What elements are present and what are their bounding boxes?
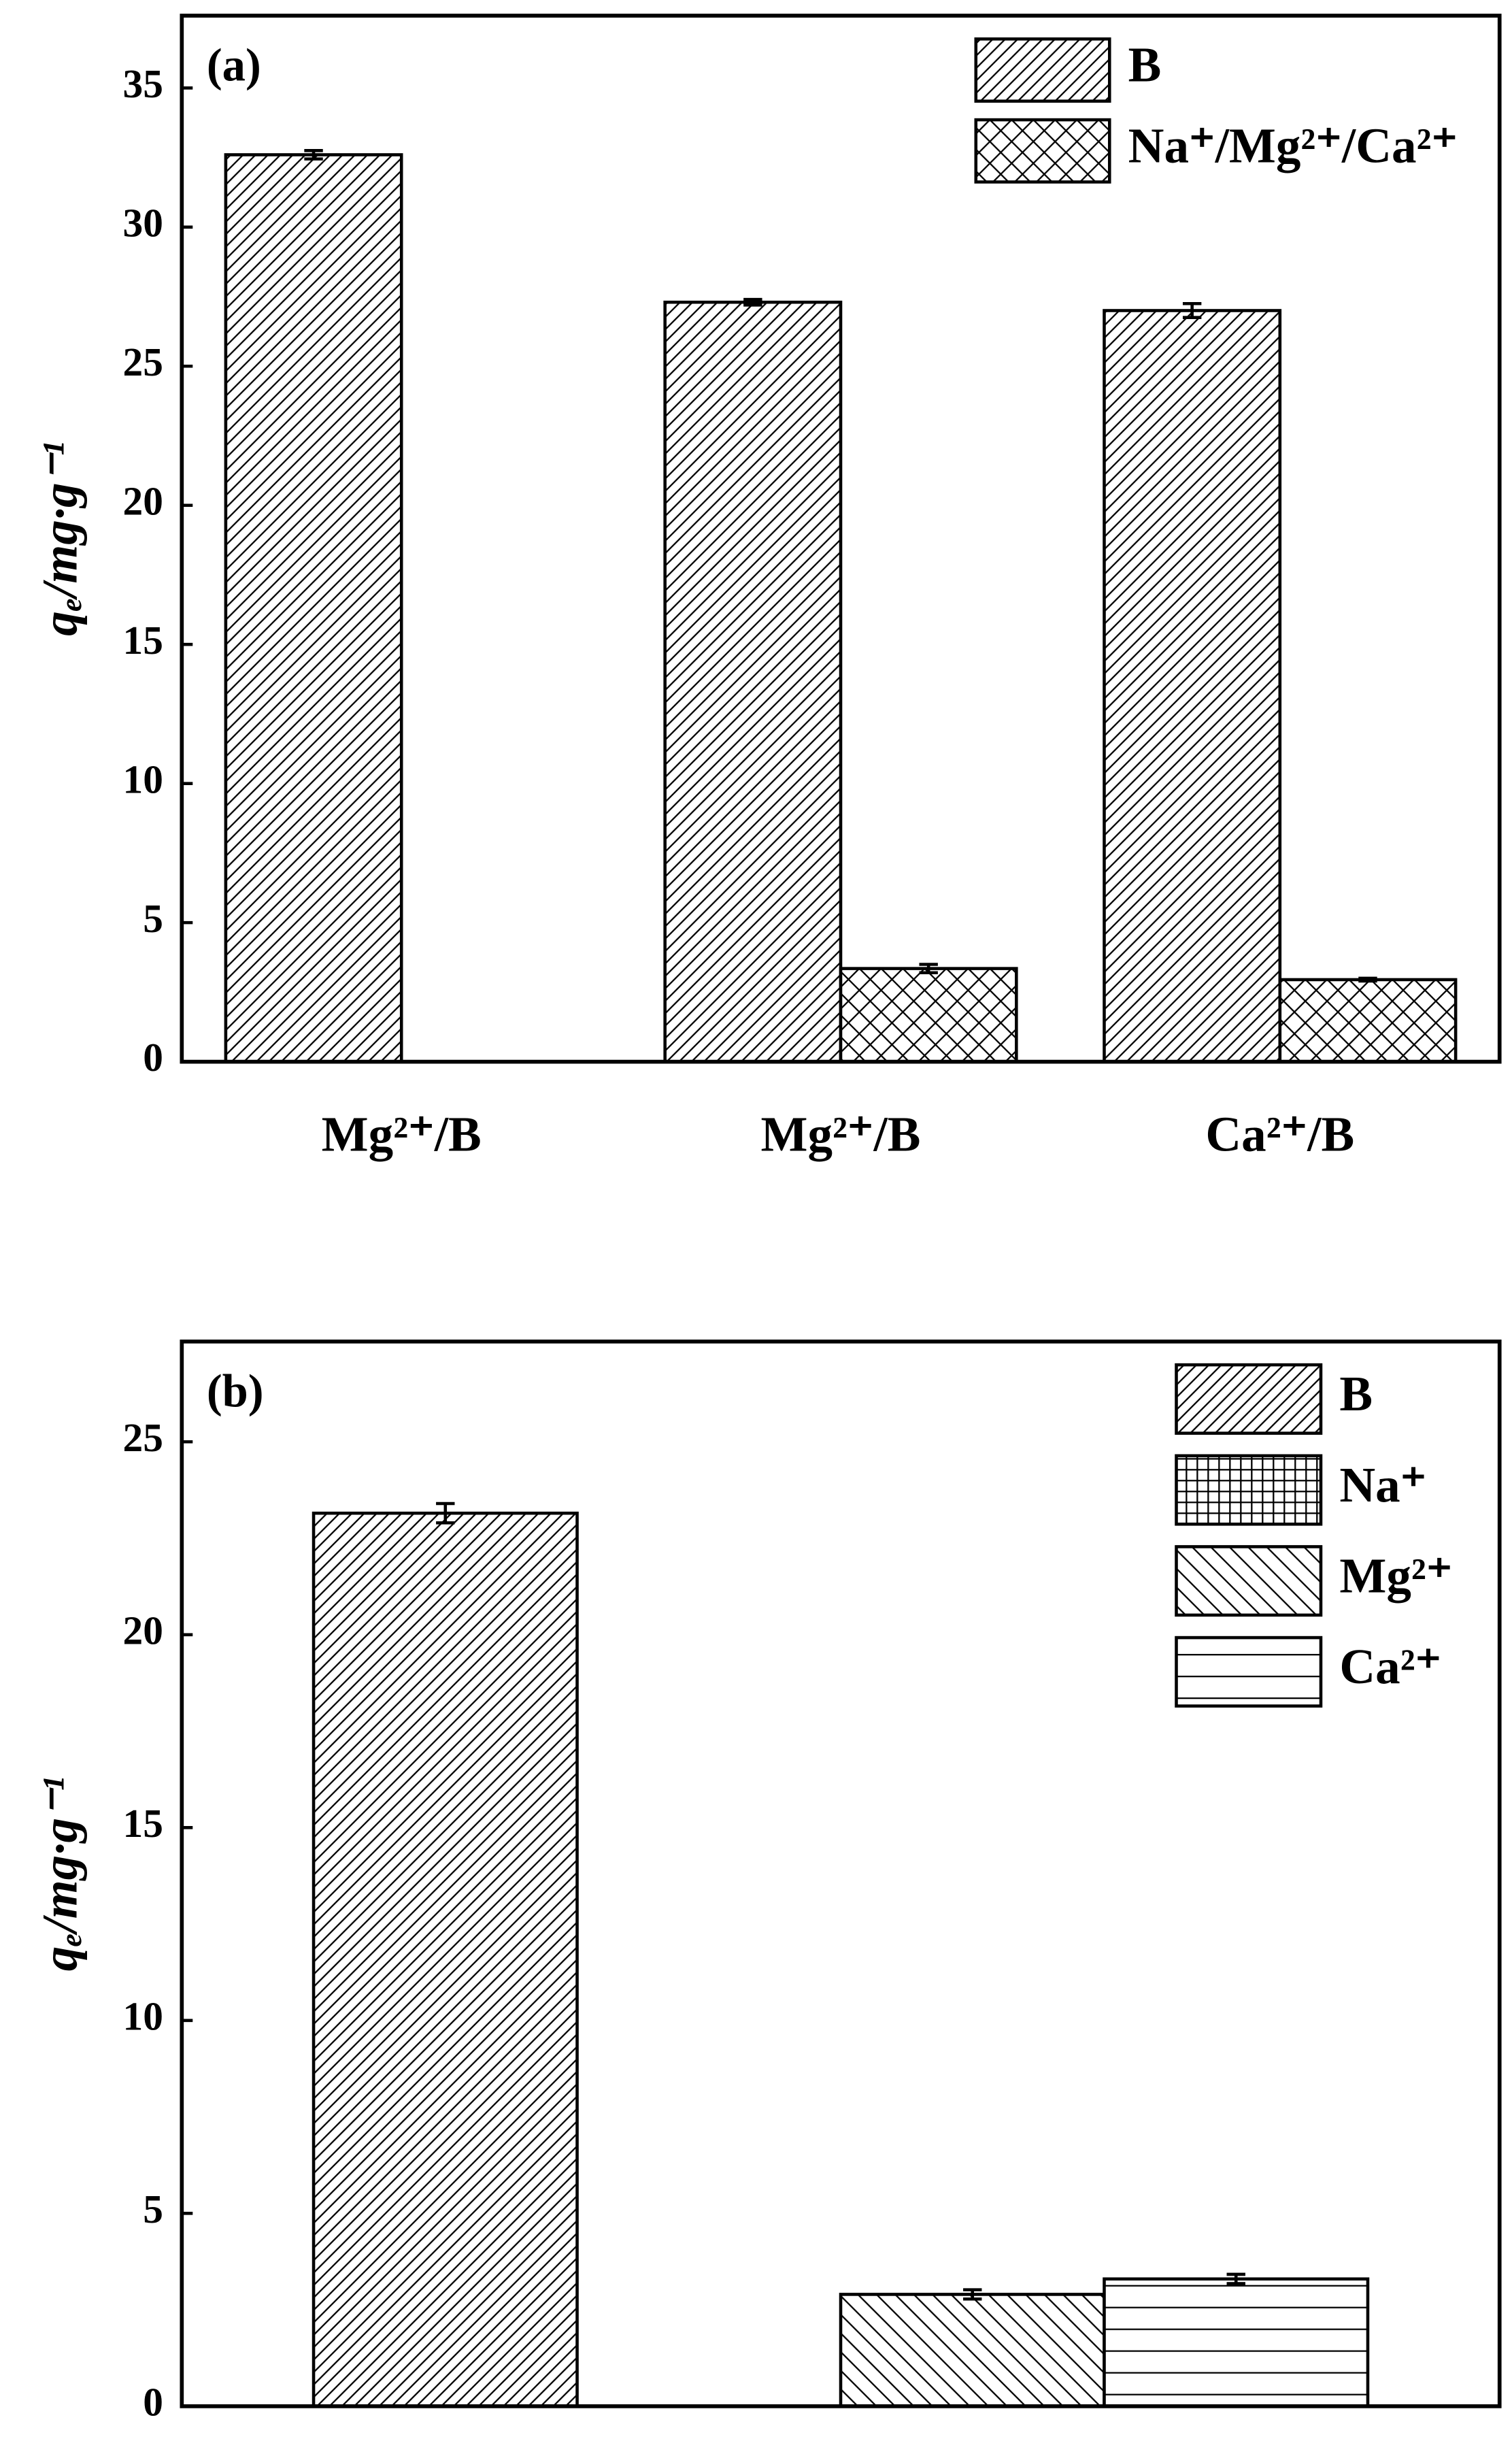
y-tick-label: 0: [143, 2379, 163, 2424]
y-tick-label: 30: [123, 200, 163, 245]
legend-swatch: [1175, 1636, 1323, 1708]
bar: [1103, 2277, 1370, 2408]
panel-label: (a): [207, 39, 261, 91]
plot-frame: [180, 1339, 1502, 2408]
legend-swatch: [974, 37, 1111, 103]
legend-swatch: [1175, 1363, 1323, 1435]
legend-label: Na⁺/Mg²⁺/Ca²⁺: [1128, 118, 1458, 173]
error-bar: [1358, 976, 1377, 983]
y-tick-label: 20: [123, 1608, 163, 1653]
legend-swatch: [1175, 1545, 1323, 1617]
panel-label: (b): [207, 1365, 264, 1417]
y-tick-label: 10: [123, 1993, 163, 2038]
error-bar: [963, 2288, 982, 2301]
y-axis-label: qₑ/mg·g⁻¹: [33, 442, 88, 636]
legend-label: B: [1128, 37, 1162, 93]
error-bar: [919, 963, 938, 975]
bar: [839, 2293, 1106, 2408]
y-tick-label: 35: [123, 61, 163, 106]
legend-swatch: [1175, 1454, 1323, 1526]
bar: [224, 153, 403, 1063]
y-tick-label: 10: [123, 757, 163, 801]
bar: [1278, 978, 1458, 1063]
error-bar: [1226, 2272, 1245, 2285]
y-tick-label: 5: [143, 896, 163, 941]
y-tick-label: 15: [123, 1801, 163, 1846]
y-axis-label: qₑ/mg·g⁻¹: [33, 1776, 88, 1971]
y-tick-label: 0: [143, 1035, 163, 1080]
plot-frame: [180, 14, 1502, 1064]
error-bar: [743, 297, 762, 307]
legend-swatch: [974, 118, 1111, 184]
error-bar: [1182, 301, 1202, 319]
y-tick-label: 25: [123, 1415, 163, 1460]
legend-label: Na⁺: [1339, 1457, 1426, 1512]
legend-label: B: [1339, 1366, 1373, 1421]
y-tick-label: 20: [123, 478, 163, 523]
legend-label: Mg²⁺: [1339, 1548, 1452, 1603]
x-tick-label: Mg²⁺/B: [760, 1107, 920, 1162]
y-tick-label: 15: [123, 618, 163, 663]
bar: [1103, 309, 1282, 1063]
x-tick-label: Mg²⁺/B: [322, 1107, 482, 1162]
error-bar: [304, 149, 323, 161]
bar: [663, 300, 843, 1063]
error-bar: [436, 1501, 455, 1525]
legend-label: Ca²⁺: [1339, 1639, 1441, 1694]
x-tick-label: Ca²⁺/B: [1205, 1107, 1354, 1162]
bar: [839, 967, 1018, 1063]
y-tick-label: 25: [123, 339, 163, 384]
bar: [312, 1511, 579, 2408]
y-tick-label: 5: [143, 2187, 163, 2231]
